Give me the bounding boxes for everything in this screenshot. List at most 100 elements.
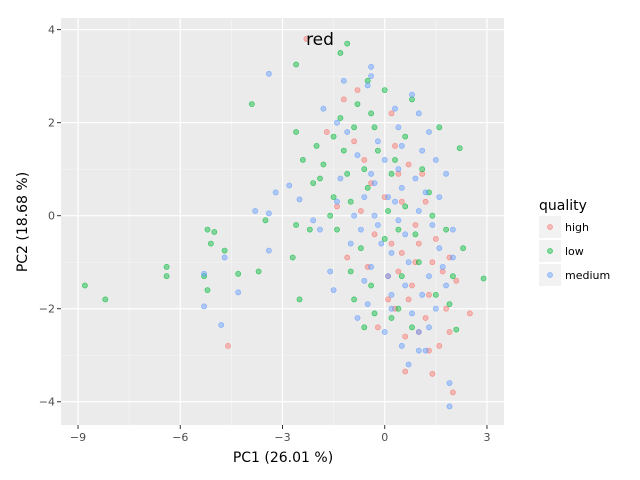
point-low [388,315,395,321]
legend-key-low [539,240,561,262]
point-low [313,142,320,149]
point-low [317,175,323,182]
point-low [310,180,317,186]
point-high [398,249,405,256]
point-low [361,324,368,331]
point-medium [334,119,340,126]
point-medium [436,194,443,200]
point-low [320,161,327,168]
point-high [409,282,415,289]
legend-marker-medium [547,272,553,278]
point-medium [395,217,402,224]
point-high [453,277,460,284]
point-medium [405,259,412,266]
point-high [446,329,453,335]
legend-label-medium: medium [565,269,610,282]
point-medium [368,263,374,270]
point-medium [361,277,368,284]
point-high [405,161,412,168]
point-medium [422,189,429,196]
point-medium [381,329,388,335]
point-medium [419,147,426,154]
point-medium [340,77,347,84]
point-medium [388,249,395,256]
point-low [204,287,211,293]
point-high [429,370,436,377]
point-medium [221,254,228,261]
point-high [357,208,364,214]
point-high [422,315,429,321]
point-low [429,212,436,219]
point-low [449,273,456,280]
point-medium [426,129,432,135]
point-medium [405,361,412,368]
point-medium [443,282,449,289]
point-low [453,326,460,333]
point-medium [415,110,422,117]
point-medium [354,315,361,321]
point-low [327,212,334,219]
point-low [340,147,347,154]
point-medium [265,247,272,254]
point-low [436,124,443,131]
point-low [395,305,402,312]
x-tick-label: 0 [381,431,388,444]
legend-label-high: high [565,221,589,234]
point-medium [351,212,357,219]
x-tick-label: 3 [483,431,490,444]
point-low [398,273,405,280]
point-low [296,296,303,303]
point-high [429,259,436,266]
point-low [334,226,340,233]
point-medium [415,329,422,335]
x-axis-title: PC1 (26.01 %) [233,450,333,466]
major-gridlines [61,18,504,425]
point-medium [334,198,340,205]
y-tick-label: −4 [39,396,55,409]
x-tick-label: −3 [274,431,290,444]
point-high [374,324,381,331]
point-low [354,101,361,107]
point-low [409,96,415,103]
point-high [436,342,443,349]
point-high [388,110,395,117]
point-low [460,245,466,252]
point-low [248,101,255,107]
point-low [204,226,211,233]
point-high [422,198,429,205]
x-tick-label: −6 [172,431,188,444]
point-low [371,124,378,131]
point-high [344,254,351,261]
point-medium [317,226,323,233]
point-medium [398,342,405,349]
point-low [306,226,313,233]
legend-label-low: low [565,245,584,258]
y-tick-label: 4 [48,24,55,37]
point-high [466,310,473,317]
point-high [392,142,398,149]
point-medium [368,63,374,70]
point-medium [286,182,293,189]
point-medium [398,142,405,149]
point-low [344,170,351,177]
point-low [446,301,453,307]
point-low [330,194,337,200]
point-high [443,305,449,312]
point-low [368,282,374,289]
legend: quality high low medium [539,198,610,286]
point-low [419,166,426,173]
point-medium [357,226,364,233]
point-medium [201,303,207,310]
point-medium [265,210,272,217]
point-low [364,77,371,84]
point-low [381,87,388,93]
point-low [262,217,269,224]
point-medium [436,245,443,252]
y-axis-ticks: −4 −2 0 2 4 [39,24,61,409]
point-low [289,254,296,261]
point-low [163,273,170,280]
point-medium [374,222,381,228]
point-low [293,129,299,135]
x-axis-ticks: −9 −6 −3 0 3 [70,425,490,444]
point-medium [446,403,453,410]
